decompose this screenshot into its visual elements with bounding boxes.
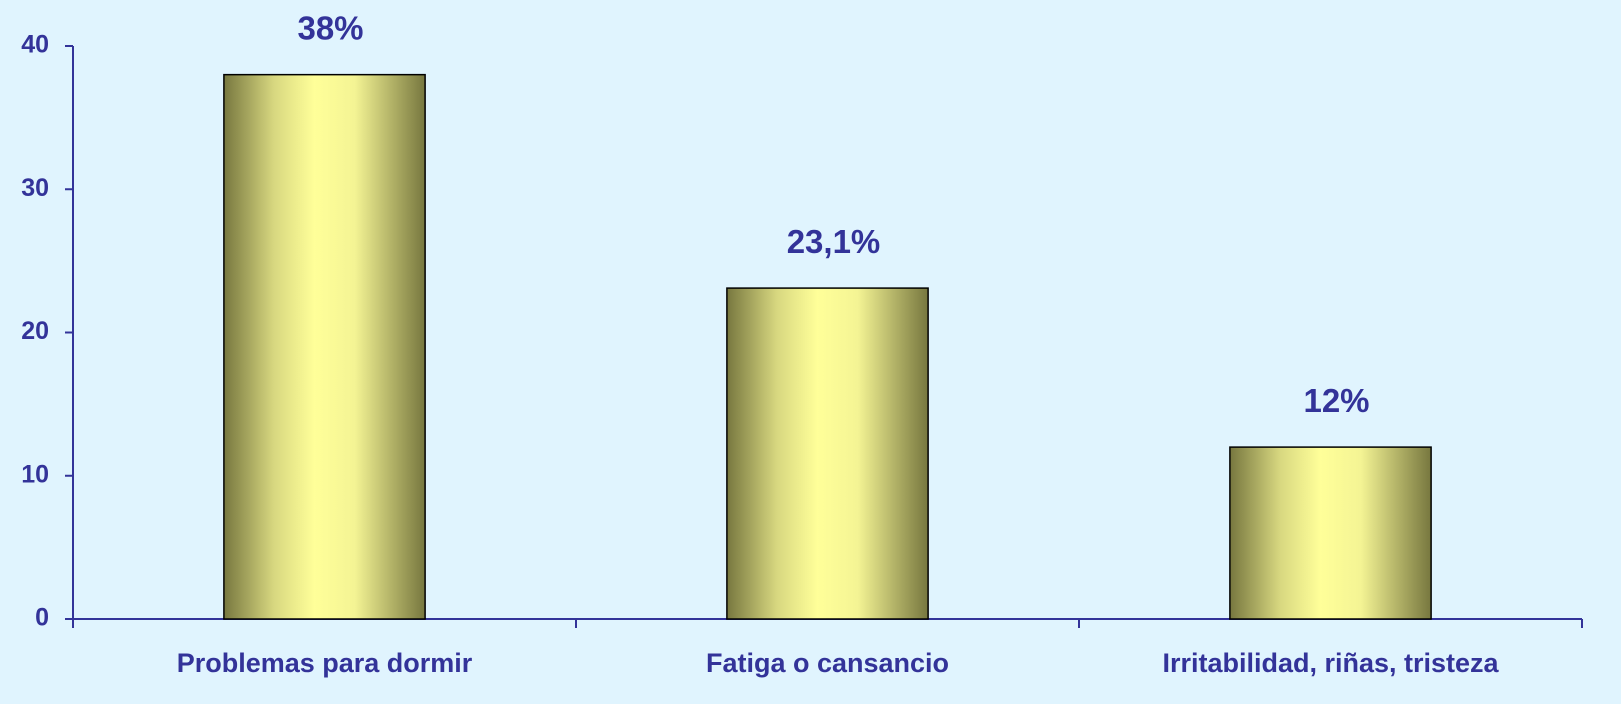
bar <box>726 287 929 620</box>
value-label: 12% <box>1303 382 1369 419</box>
bar <box>223 73 426 620</box>
x-tick-label: Irritabilidad, riñas, tristeza <box>1162 648 1499 678</box>
y-tick-label: 30 <box>21 174 49 202</box>
y-tick-label: 0 <box>35 604 49 632</box>
x-tick-label: Fatiga o cansancio <box>706 648 949 678</box>
value-label: 38% <box>297 9 363 46</box>
y-tick-label: 10 <box>21 460 49 488</box>
x-tick-label: Problemas para dormir <box>177 648 473 678</box>
bar <box>1229 446 1432 620</box>
value-label: 23,1% <box>787 223 881 260</box>
y-tick-label: 20 <box>21 317 49 345</box>
y-tick-label: 40 <box>21 31 49 59</box>
